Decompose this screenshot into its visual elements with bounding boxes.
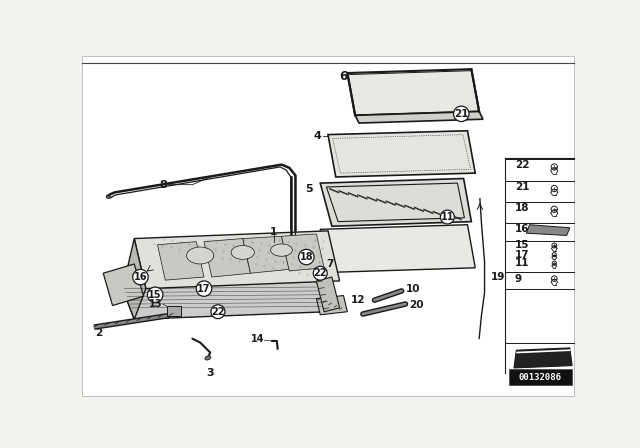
Text: 22: 22 <box>211 307 225 317</box>
Ellipse shape <box>205 356 211 360</box>
Polygon shape <box>348 69 479 116</box>
Bar <box>167 306 180 315</box>
Polygon shape <box>123 238 146 319</box>
Polygon shape <box>328 131 476 177</box>
Polygon shape <box>123 281 328 319</box>
Text: 15: 15 <box>515 240 529 250</box>
Circle shape <box>313 266 327 280</box>
Text: 19: 19 <box>491 272 505 282</box>
Text: 21: 21 <box>515 182 529 192</box>
Text: 11: 11 <box>440 212 454 222</box>
Text: 14: 14 <box>251 334 264 344</box>
Text: 15: 15 <box>148 290 162 300</box>
Text: 20: 20 <box>410 300 424 310</box>
Text: 8: 8 <box>160 180 168 190</box>
Polygon shape <box>514 348 572 368</box>
Text: 17: 17 <box>197 284 211 293</box>
Text: 5: 5 <box>305 184 313 194</box>
Bar <box>509 370 572 385</box>
Circle shape <box>298 250 314 265</box>
Circle shape <box>440 210 454 224</box>
Text: 12: 12 <box>351 295 365 305</box>
Polygon shape <box>243 236 289 273</box>
Polygon shape <box>316 277 340 312</box>
Polygon shape <box>103 264 143 306</box>
Text: 6: 6 <box>339 70 348 83</box>
Text: 3: 3 <box>206 368 214 378</box>
Text: 18: 18 <box>515 203 529 213</box>
Text: 16: 16 <box>134 272 147 282</box>
Circle shape <box>132 269 148 285</box>
Polygon shape <box>527 225 570 236</box>
Circle shape <box>196 281 212 296</box>
Text: 1: 1 <box>270 228 277 237</box>
Polygon shape <box>355 112 483 123</box>
Text: 4: 4 <box>314 131 322 141</box>
Text: 22: 22 <box>515 160 529 170</box>
Text: 17: 17 <box>515 250 529 260</box>
Text: 00132086: 00132086 <box>519 373 562 382</box>
Polygon shape <box>204 238 250 277</box>
Polygon shape <box>316 296 348 315</box>
Ellipse shape <box>106 195 111 198</box>
Text: 10: 10 <box>406 284 420 293</box>
Polygon shape <box>320 178 472 226</box>
Ellipse shape <box>187 247 214 264</box>
Text: 13: 13 <box>149 299 163 309</box>
Polygon shape <box>320 225 476 272</box>
Text: 7: 7 <box>326 259 333 269</box>
Ellipse shape <box>271 244 292 256</box>
Ellipse shape <box>231 246 254 259</box>
Circle shape <box>147 287 163 302</box>
Text: 16: 16 <box>515 224 529 234</box>
Text: 2: 2 <box>95 327 102 337</box>
Polygon shape <box>282 234 324 271</box>
Circle shape <box>211 305 225 319</box>
Text: 18: 18 <box>300 252 313 262</box>
Text: 21: 21 <box>454 109 468 119</box>
Polygon shape <box>157 241 204 280</box>
Circle shape <box>454 106 469 121</box>
Text: 9: 9 <box>515 274 522 284</box>
Text: 11: 11 <box>515 258 529 268</box>
Text: 22: 22 <box>314 268 327 278</box>
Polygon shape <box>134 231 340 289</box>
